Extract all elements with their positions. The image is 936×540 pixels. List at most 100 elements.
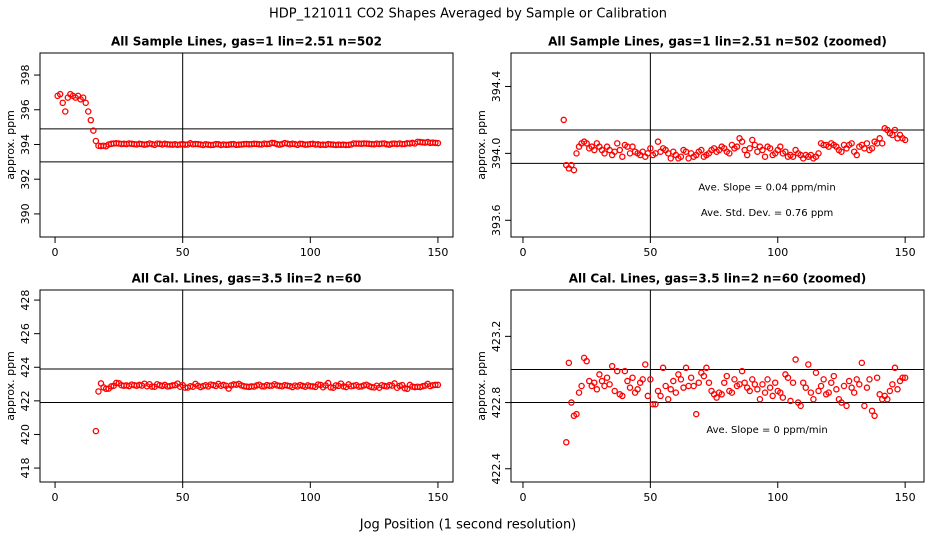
point [672,389,680,396]
point [894,386,901,393]
point [746,145,753,152]
y-tick-label: 420 [19,424,32,445]
point [695,379,703,386]
annotation: Ave. Std. Dev. = 0.76 ppm [701,208,833,219]
y-axis-label: approx. ppm [475,110,488,180]
point [573,410,580,418]
point [873,374,881,381]
point [692,410,700,418]
figure-title: HDP_121011 CO2 Shapes Averaged by Sample… [269,7,667,22]
point [777,389,784,396]
point [784,374,792,381]
point [639,376,646,383]
point [815,150,822,157]
point [624,377,631,385]
point [840,382,848,390]
point [570,166,578,174]
point [90,127,97,134]
point [891,364,899,372]
y-axis-label: approx. ppm [4,110,17,180]
point [848,140,855,147]
point [608,362,616,370]
point [777,143,784,150]
point [647,376,654,383]
point [619,153,626,160]
point [664,395,672,403]
point [603,374,611,381]
point [771,379,779,386]
point [726,150,733,157]
point [593,386,601,393]
point [738,367,746,375]
x-tick-label: 0 [52,491,59,504]
point [838,399,845,406]
point [728,389,736,396]
point [713,394,720,401]
point [575,389,583,396]
point [606,381,613,388]
point [871,412,878,420]
point [901,136,909,144]
y-tick-label: 422 [19,390,32,411]
point [889,381,896,388]
point [889,131,896,139]
point [629,374,636,381]
point [619,392,626,400]
point [401,385,409,392]
point [799,379,807,386]
point [756,395,764,403]
point [825,389,832,396]
point [654,138,662,145]
point [899,374,906,381]
point [856,381,863,388]
x-tick-label: 50 [176,491,190,504]
point [578,382,585,390]
point [654,387,662,395]
point [861,402,868,410]
point [721,379,728,386]
point [642,361,649,368]
point [652,400,659,408]
x-tick-label: 0 [52,246,59,259]
point [591,379,598,386]
point [432,139,439,147]
point [611,387,618,395]
point [113,379,120,387]
point [761,153,769,160]
point [662,382,669,390]
point [761,389,769,396]
point [891,126,899,134]
point [838,148,845,155]
point [863,140,871,147]
y-axis-label: approx. ppm [4,351,17,421]
point [634,386,641,393]
point [820,376,827,383]
point [698,146,705,154]
x-tick-label: 100 [300,491,321,504]
point [738,138,746,145]
point [95,388,102,395]
point [858,359,866,367]
x-tick-label: 150 [427,246,448,259]
point [802,384,810,391]
y-tick-label: 398 [19,65,32,86]
point [749,136,756,144]
point [657,392,664,400]
y-tick-label: 424 [19,357,32,378]
point [884,395,891,403]
x-tick-label: 50 [643,491,657,504]
point [787,397,794,405]
point [845,377,853,385]
point [807,389,815,396]
point [434,139,442,147]
y-tick-label: 396 [19,99,32,120]
point [743,151,751,159]
y-tick-label: 394 [19,134,32,155]
point [616,146,624,154]
x-tick-label: 100 [767,491,788,504]
point [705,379,713,386]
point [59,99,66,107]
x-tick-label: 100 [767,246,788,259]
point [102,385,110,393]
point [868,407,876,415]
